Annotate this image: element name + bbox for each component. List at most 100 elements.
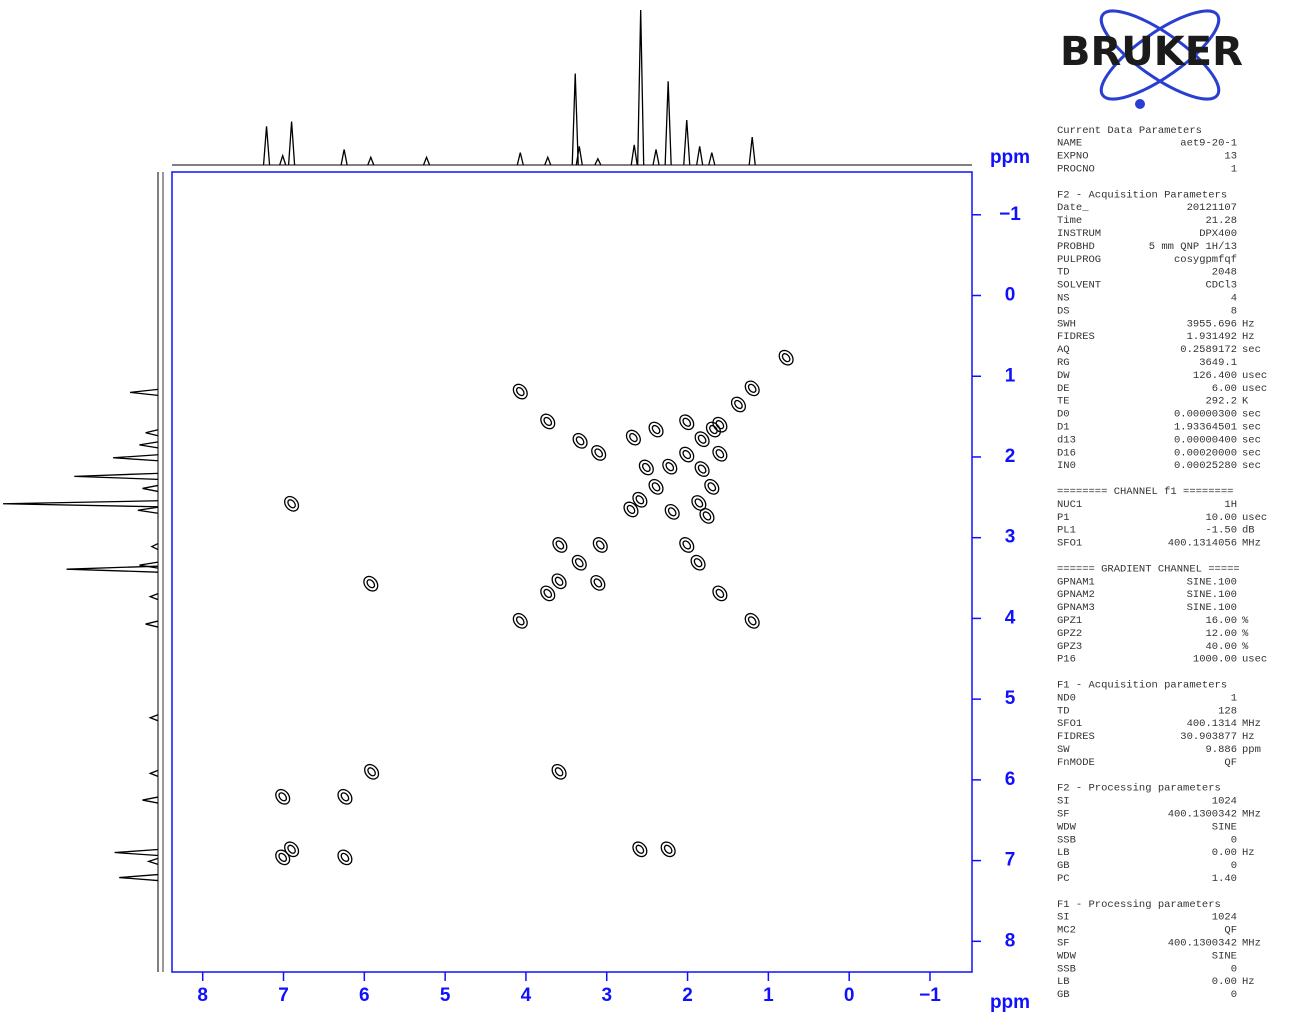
param-name: DE — [1057, 383, 1070, 395]
projection-peak — [516, 152, 524, 166]
param-name: INSTRUM — [1057, 228, 1101, 240]
param-unit: sec — [1242, 447, 1261, 459]
cross-peak — [679, 414, 695, 431]
contour — [665, 462, 675, 472]
param-value: 0.00 — [1212, 847, 1237, 859]
param-unit: Hz — [1242, 318, 1255, 330]
contour — [697, 434, 707, 444]
param-unit: sec — [1242, 409, 1261, 421]
param-value: SINE — [1212, 950, 1237, 962]
y-tick-label: 1 — [1005, 365, 1016, 386]
param-value: 21.28 — [1205, 215, 1237, 227]
section-title: F2 - Acquisition Parameters — [1057, 189, 1227, 201]
contour — [593, 578, 603, 588]
y-tick-label: 8 — [1005, 930, 1016, 951]
param-name: D0 — [1057, 409, 1070, 421]
param-unit: dB — [1242, 525, 1255, 537]
projection-peak — [340, 149, 348, 166]
param-value: 1.93364501 — [1174, 421, 1237, 433]
param-name: SFO1 — [1057, 718, 1082, 730]
contour — [694, 431, 710, 448]
contour — [575, 436, 585, 446]
param-unit: sec — [1242, 421, 1261, 433]
projection-peak — [130, 388, 159, 397]
x-tick-label: 1 — [763, 985, 774, 1006]
contour — [734, 399, 743, 410]
param-value: SINE.100 — [1187, 602, 1237, 614]
contour — [715, 420, 725, 430]
projection-peak — [262, 126, 271, 166]
cross-peak — [275, 849, 291, 866]
cross-peak — [712, 585, 728, 602]
param-unit: usec — [1242, 512, 1267, 524]
param-name: SI — [1057, 912, 1070, 924]
param-value: 1.40 — [1212, 873, 1237, 885]
contour — [340, 792, 350, 802]
projection-peak — [142, 796, 159, 804]
cross-peak — [694, 461, 710, 477]
projection-peak — [148, 714, 159, 722]
cross-peak — [679, 537, 695, 553]
param-unit: % — [1242, 641, 1249, 653]
contour — [641, 462, 651, 473]
param-value: 0.00000300 — [1174, 409, 1237, 421]
contour — [515, 616, 525, 626]
contour — [275, 788, 291, 805]
param-name: GB — [1057, 989, 1070, 1001]
contour — [704, 478, 720, 495]
param-value: 1 — [1231, 692, 1237, 704]
param-unit: % — [1242, 628, 1249, 640]
param-unit: Hz — [1242, 331, 1255, 343]
cross-peak — [699, 508, 715, 524]
cross-peak — [275, 788, 291, 805]
contour — [707, 482, 717, 492]
cross-peak — [592, 537, 608, 553]
contour — [366, 579, 376, 589]
param-value: 40.00 — [1205, 641, 1237, 653]
param-name: SWH — [1057, 318, 1076, 330]
projection-peak — [66, 565, 159, 573]
contour — [512, 612, 528, 629]
contour — [702, 511, 712, 521]
contour — [781, 353, 791, 363]
contour — [712, 585, 728, 602]
param-name: D16 — [1057, 447, 1076, 459]
param-name: TD — [1057, 705, 1070, 717]
logo-dot — [1135, 99, 1145, 109]
param-value: QF — [1224, 925, 1237, 937]
cross-peak — [284, 841, 300, 858]
cross-peak — [679, 446, 695, 463]
cross-peak — [704, 478, 720, 495]
param-value: 1024 — [1212, 912, 1237, 924]
contour — [690, 554, 706, 571]
param-value: 0.00 — [1212, 976, 1237, 988]
projection-peak — [146, 857, 159, 866]
y-tick-label: 7 — [1005, 850, 1016, 871]
param-name: GPNAM2 — [1057, 589, 1095, 601]
contour — [712, 416, 728, 433]
cross-peak — [694, 431, 710, 448]
logo-orbit — [1099, 9, 1221, 101]
contour — [591, 445, 607, 461]
contour — [367, 767, 376, 777]
contour — [363, 575, 379, 592]
cross-peak — [744, 612, 760, 629]
param-name: AQ — [1057, 344, 1070, 356]
param-name: FIDRES — [1057, 731, 1095, 743]
contour — [715, 449, 725, 459]
cross-peak — [363, 575, 379, 592]
x-tick-label: −1 — [919, 985, 941, 1006]
param-value: 16.00 — [1205, 615, 1237, 627]
param-value: 8 — [1231, 305, 1237, 317]
param-name: SSB — [1057, 963, 1076, 975]
contour — [662, 458, 678, 475]
param-name: SF — [1057, 808, 1070, 820]
param-name: SFO1 — [1057, 538, 1082, 550]
y-tick-label: 2 — [1005, 446, 1016, 467]
contour — [712, 445, 728, 462]
cross-peak — [540, 585, 556, 602]
param-unit: MHz — [1242, 808, 1261, 820]
cross-peak — [571, 554, 587, 571]
contour — [682, 449, 692, 460]
param-value: 0.00025280 — [1174, 460, 1237, 472]
